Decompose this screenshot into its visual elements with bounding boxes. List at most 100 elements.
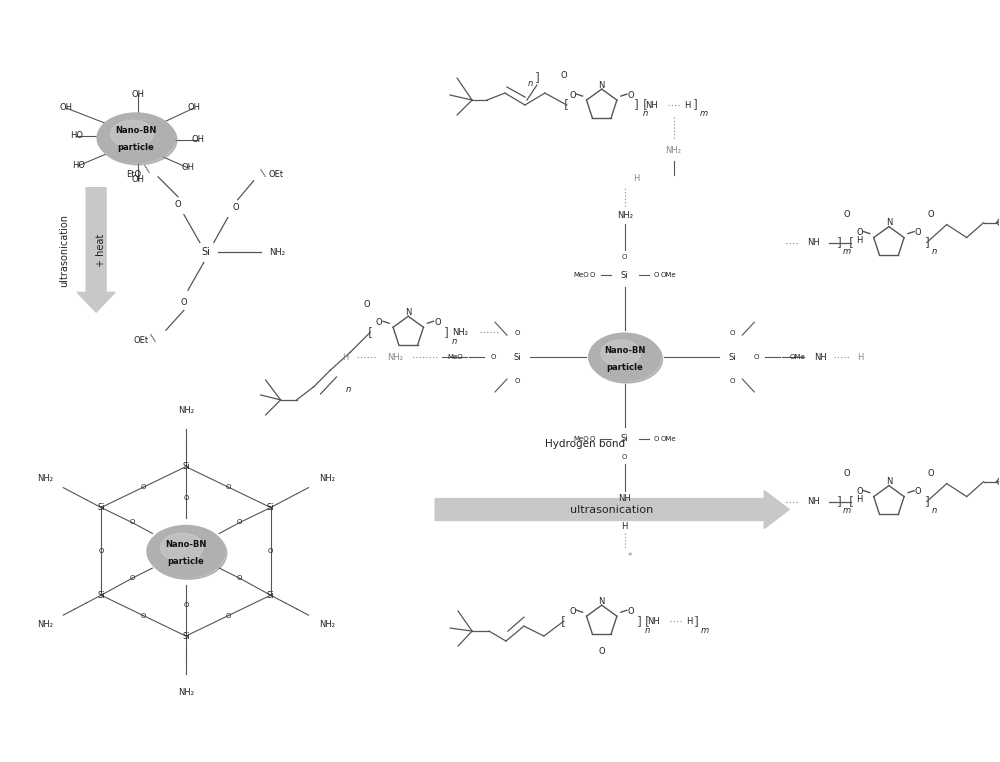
Text: O: O (927, 469, 934, 479)
Text: O: O (175, 200, 181, 209)
Text: MeO: MeO (447, 354, 463, 360)
Text: m: m (843, 247, 851, 256)
Text: [: [ (645, 615, 650, 628)
Text: N: N (886, 218, 892, 227)
Text: NH: NH (647, 616, 660, 626)
Text: Si: Si (267, 503, 274, 512)
Text: ]: ] (837, 236, 841, 249)
Text: O: O (268, 549, 273, 555)
Text: n: n (932, 506, 937, 515)
Text: [: [ (643, 98, 648, 111)
Text: O: O (376, 318, 382, 327)
Text: O: O (237, 520, 242, 526)
Text: O: O (654, 436, 659, 442)
Text: O: O (226, 484, 231, 490)
Text: *: * (628, 552, 632, 561)
Text: Nano-BN: Nano-BN (115, 126, 157, 136)
Text: H: H (342, 353, 349, 362)
Text: O: O (622, 255, 627, 261)
Text: O: O (844, 469, 850, 479)
Text: n: n (527, 78, 533, 88)
Text: Si: Si (729, 353, 736, 362)
Text: n: n (643, 110, 648, 118)
Text: O: O (856, 228, 863, 237)
FancyArrow shape (77, 187, 115, 312)
Text: m: m (699, 110, 707, 118)
Text: O: O (569, 607, 576, 616)
Text: /: / (149, 334, 159, 343)
Text: O: O (590, 272, 595, 278)
Text: n: n (346, 386, 351, 395)
Text: [: [ (561, 615, 566, 628)
Text: O: O (844, 210, 850, 219)
Text: NH₂: NH₂ (178, 406, 194, 415)
Text: O: O (598, 646, 605, 655)
Text: Si: Si (267, 591, 274, 600)
Text: Si: Si (182, 463, 190, 471)
Text: OH: OH (181, 163, 194, 172)
Text: m: m (843, 506, 851, 515)
Text: OMe: OMe (789, 354, 805, 360)
Text: H: H (857, 353, 863, 362)
Text: Si: Si (621, 271, 628, 280)
Text: HO: HO (72, 162, 85, 170)
FancyArrow shape (435, 491, 789, 529)
Text: O: O (590, 436, 595, 442)
Text: O: O (856, 487, 863, 496)
Text: OEt: OEt (133, 335, 149, 344)
Text: H: H (856, 236, 862, 245)
Ellipse shape (111, 120, 153, 148)
Text: O: O (915, 228, 921, 237)
Text: [: [ (849, 236, 854, 249)
Text: Si: Si (513, 353, 521, 362)
Text: particle: particle (168, 557, 204, 566)
Text: NH₂: NH₂ (617, 211, 633, 220)
Text: OEt: OEt (268, 170, 283, 179)
Text: H: H (633, 174, 640, 183)
Ellipse shape (160, 533, 203, 562)
Text: O: O (730, 330, 735, 336)
Text: O: O (232, 203, 239, 212)
Text: EtO: EtO (126, 170, 142, 179)
Text: O: O (141, 484, 146, 490)
Text: ]: ] (693, 98, 698, 111)
Text: O: O (363, 299, 370, 309)
Text: ]: ] (837, 495, 841, 508)
Text: H: H (856, 495, 862, 504)
Text: Si: Si (97, 591, 105, 600)
Text: HO: HO (70, 131, 83, 140)
Text: [: [ (368, 325, 373, 338)
Text: O: O (622, 453, 627, 459)
Text: O: O (183, 495, 189, 501)
Text: [: [ (849, 495, 854, 508)
Text: m: m (700, 626, 708, 635)
Text: + heat: + heat (96, 234, 106, 267)
Text: O: O (181, 298, 187, 307)
Text: NH: NH (807, 497, 820, 506)
Text: NH: NH (814, 353, 826, 362)
Text: O: O (561, 71, 567, 79)
Text: ]: ] (924, 236, 929, 249)
Text: O: O (141, 613, 146, 619)
Text: n: n (452, 337, 457, 346)
Ellipse shape (99, 115, 177, 165)
Text: NH₂: NH₂ (37, 473, 53, 482)
Text: NH: NH (807, 238, 820, 247)
Text: O: O (129, 575, 135, 581)
Text: O: O (129, 520, 135, 526)
Text: NH₂: NH₂ (666, 146, 682, 155)
Text: ultrasonication: ultrasonication (59, 214, 69, 287)
Text: ]: ] (634, 98, 639, 111)
Text: O: O (754, 354, 759, 360)
Text: OH: OH (132, 175, 145, 184)
Text: MeO: MeO (573, 272, 589, 278)
Text: NH: NH (618, 494, 631, 503)
Text: particle: particle (606, 363, 643, 372)
Text: O: O (490, 354, 496, 360)
Text: H: H (621, 522, 628, 531)
Text: n: n (645, 626, 650, 635)
Text: O: O (98, 549, 104, 555)
Text: O: O (514, 378, 520, 384)
Text: H: H (684, 101, 691, 110)
Text: O: O (915, 487, 921, 496)
